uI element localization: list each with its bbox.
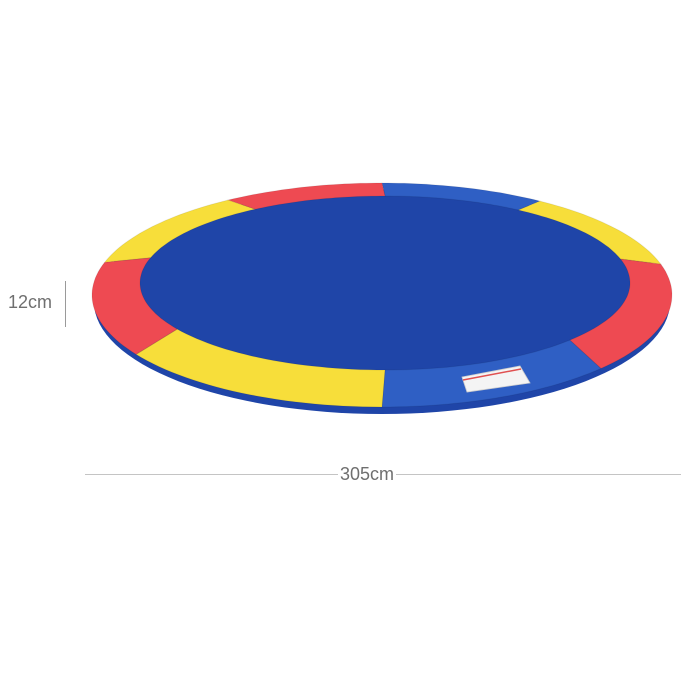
pad-segment-red bbox=[226, 182, 386, 210]
height-dimension-label: 12cm bbox=[8, 292, 53, 313]
width-dimension-label: 305cm bbox=[338, 464, 397, 485]
warning-label bbox=[461, 365, 531, 393]
height-dimension-line bbox=[65, 281, 66, 327]
warning-label-stripe bbox=[462, 368, 522, 381]
